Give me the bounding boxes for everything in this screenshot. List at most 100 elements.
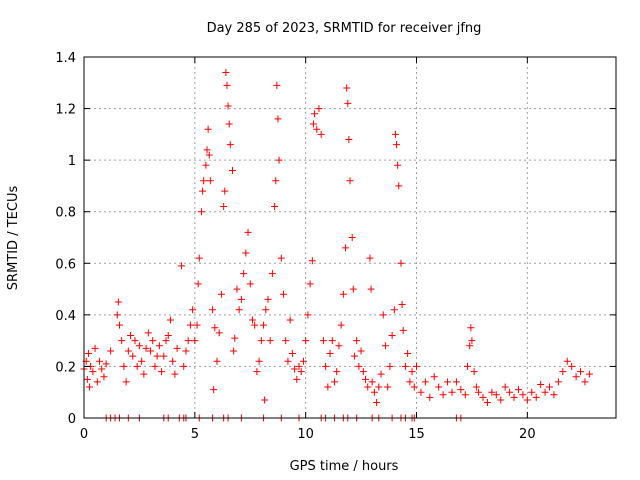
data-point (114, 298, 122, 306)
data-point (138, 357, 146, 365)
data-point (282, 337, 290, 345)
data-point (537, 380, 545, 388)
data-point (240, 270, 248, 278)
data-point (100, 373, 108, 381)
data-point (417, 388, 425, 396)
data-point (483, 399, 491, 407)
data-point (501, 383, 509, 391)
data-point (381, 342, 389, 350)
data-point (426, 393, 434, 401)
data-point (581, 378, 589, 386)
data-point (506, 388, 514, 396)
y-tick-label: 0 (68, 412, 76, 427)
data-point (295, 362, 303, 370)
data-point (297, 368, 305, 376)
data-point (435, 383, 443, 391)
y-tick-label: 1 (68, 154, 76, 169)
data-point (178, 262, 186, 270)
data-point (373, 399, 381, 407)
data-point (266, 337, 274, 345)
x-tick-label: 10 (297, 427, 314, 442)
data-point (140, 370, 148, 378)
data-point (467, 324, 475, 332)
data-point (86, 383, 94, 391)
data-point (577, 368, 585, 376)
data-point (257, 337, 265, 345)
data-point (144, 329, 152, 337)
data-point (413, 362, 420, 370)
y-tick-label: 1.4 (55, 51, 76, 66)
data-point (304, 311, 312, 319)
data-point (364, 383, 372, 391)
data-point (390, 306, 398, 314)
data-point (268, 270, 276, 278)
data-point (272, 177, 280, 185)
data-point (194, 280, 202, 288)
data-point (284, 357, 292, 365)
data-point (237, 295, 245, 303)
data-point (572, 373, 580, 381)
data-point (203, 146, 211, 154)
y-tick-label: 0.2 (55, 360, 76, 375)
data-point (457, 386, 465, 394)
data-point (293, 375, 301, 383)
y-axis-label: SRMTID / TECUs (6, 186, 21, 291)
data-point (466, 342, 474, 350)
data-point (319, 337, 327, 345)
data-point (215, 329, 223, 337)
data-point (554, 378, 562, 386)
data-point (306, 280, 314, 288)
data-point (563, 357, 571, 365)
data-point (242, 249, 250, 257)
data-point (394, 161, 402, 169)
data-point (328, 337, 336, 345)
data-point (202, 161, 210, 169)
data-point (222, 68, 230, 76)
data-point (519, 391, 527, 399)
data-point (251, 321, 259, 329)
x-tick-label: 15 (408, 427, 425, 442)
data-point (98, 365, 106, 373)
data-point (162, 337, 170, 345)
data-point (274, 115, 282, 123)
data-point (317, 130, 325, 138)
data-point (195, 254, 203, 262)
data-point (197, 208, 205, 216)
data-point (430, 373, 438, 381)
data-point (384, 383, 392, 391)
data-point (386, 362, 394, 370)
data-point (171, 370, 179, 378)
data-point (370, 388, 378, 396)
data-point (523, 396, 531, 404)
data-point (452, 378, 460, 386)
data-point (366, 254, 374, 262)
data-point (514, 386, 522, 394)
data-point (322, 362, 330, 370)
y-tick-label: 0.8 (55, 206, 76, 221)
data-point (189, 306, 197, 314)
data-point (359, 368, 367, 376)
data-point (235, 306, 243, 314)
data-point (220, 203, 228, 211)
data-point (224, 102, 232, 110)
data-point (448, 388, 456, 396)
data-point (260, 321, 268, 329)
data-point (210, 386, 218, 394)
data-point (142, 344, 150, 352)
data-point (479, 393, 487, 401)
data-point (375, 383, 383, 391)
data-point (377, 370, 385, 378)
data-point (330, 378, 338, 386)
data-point (468, 337, 476, 345)
data-point (275, 156, 283, 164)
data-point (133, 362, 141, 370)
data-point (344, 99, 352, 107)
data-point (388, 331, 396, 339)
data-point (367, 285, 375, 293)
data-point (107, 347, 115, 355)
data-point (221, 187, 229, 195)
data-point (311, 110, 319, 118)
data-point (395, 182, 403, 190)
y-tick-label: 1.2 (55, 103, 76, 118)
